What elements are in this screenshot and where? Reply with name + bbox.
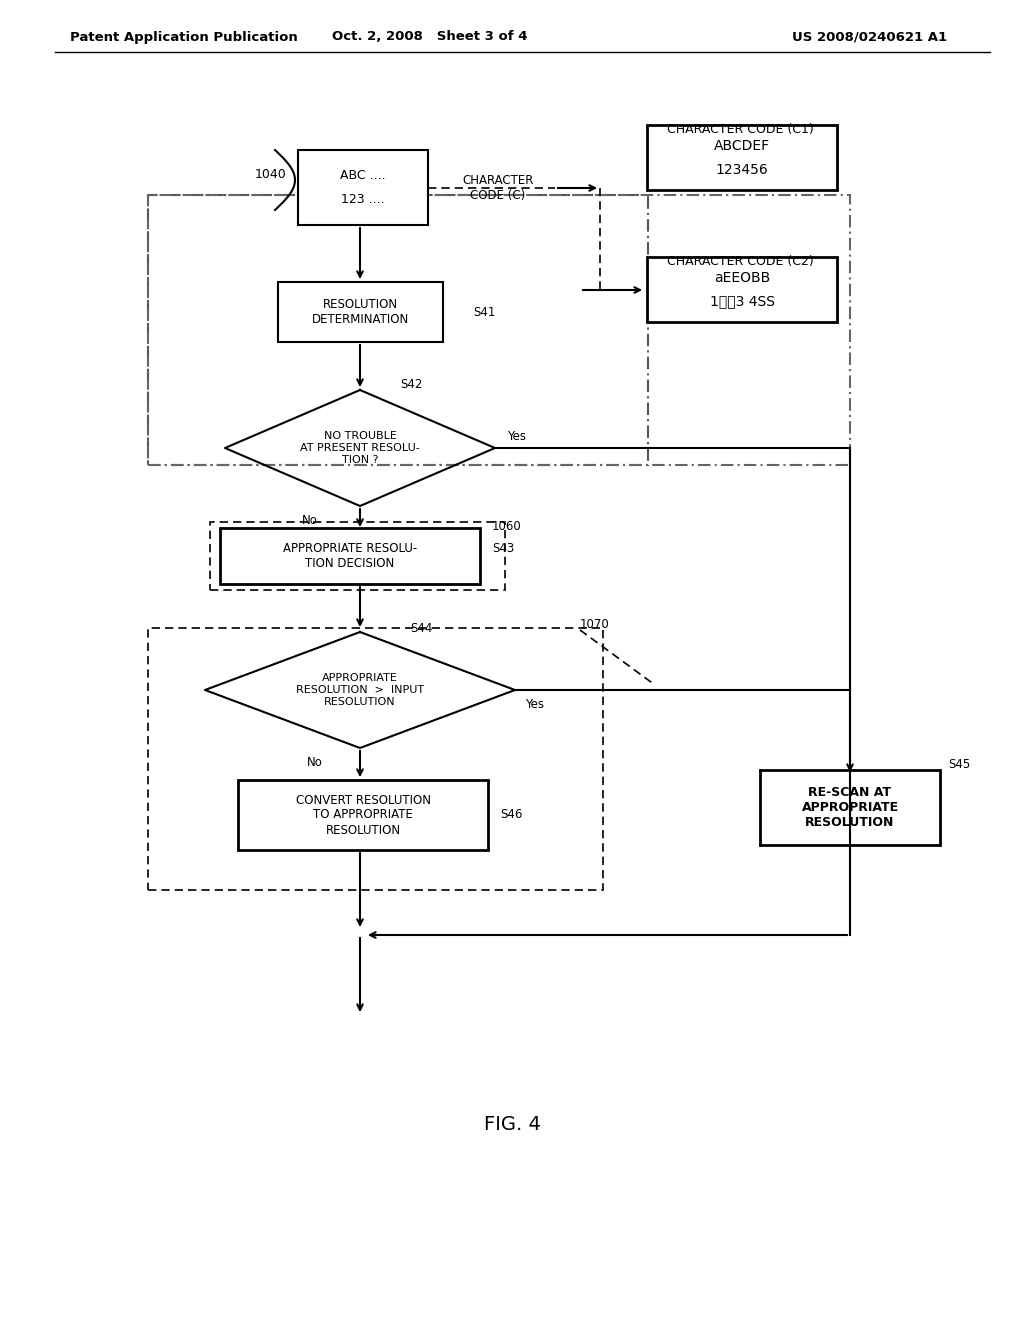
Text: US 2008/0240621 A1: US 2008/0240621 A1 [793, 30, 947, 44]
Bar [148, 628, 603, 890]
Bar [278, 282, 443, 342]
Text: 1巳ぃ3 4SS: 1巳ぃ3 4SS [710, 294, 774, 309]
Text: ABC ....: ABC .... [340, 169, 386, 182]
Text: 123456: 123456 [716, 162, 768, 177]
Text: FIG. 4: FIG. 4 [483, 1115, 541, 1134]
Text: No: No [302, 515, 317, 528]
Text: S44: S44 [410, 622, 432, 635]
Text: 1060: 1060 [492, 520, 522, 532]
Bar [148, 195, 648, 465]
Text: RE-SCAN AT
APPROPRIATE
RESOLUTION: RE-SCAN AT APPROPRIATE RESOLUTION [802, 785, 899, 829]
Bar [298, 150, 428, 224]
Text: 1040: 1040 [255, 169, 287, 181]
Text: NO TROUBLE
AT PRESENT RESOLU-
TION ?: NO TROUBLE AT PRESENT RESOLU- TION ? [300, 432, 420, 465]
Text: CHARACTER
CODE (C): CHARACTER CODE (C) [462, 174, 534, 202]
Bar [210, 521, 505, 590]
Bar [647, 125, 837, 190]
Text: 1070: 1070 [580, 619, 609, 631]
Text: No: No [307, 756, 323, 770]
Text: APPROPRIATE RESOLU-
TION DECISION: APPROPRIATE RESOLU- TION DECISION [283, 543, 417, 570]
Bar [220, 528, 480, 583]
Text: S43: S43 [492, 541, 514, 554]
Text: ABCDEF: ABCDEF [714, 139, 770, 153]
Text: Oct. 2, 2008   Sheet 3 of 4: Oct. 2, 2008 Sheet 3 of 4 [332, 30, 527, 44]
Bar [647, 257, 837, 322]
Bar [760, 770, 940, 845]
Text: 123 ....: 123 .... [341, 193, 385, 206]
Text: CHARACTER CODE (C1): CHARACTER CODE (C1) [667, 124, 813, 136]
Text: Yes: Yes [507, 429, 526, 442]
Text: aEEOBB: aEEOBB [714, 271, 770, 285]
Text: Patent Application Publication: Patent Application Publication [70, 30, 298, 44]
Text: RESOLUTION
DETERMINATION: RESOLUTION DETERMINATION [312, 298, 410, 326]
Text: CONVERT RESOLUTION
TO APPROPRIATE
RESOLUTION: CONVERT RESOLUTION TO APPROPRIATE RESOLU… [296, 793, 430, 837]
Text: S42: S42 [400, 379, 422, 392]
Text: S45: S45 [948, 759, 971, 771]
Bar [238, 780, 488, 850]
Text: S46: S46 [500, 808, 522, 821]
Text: Yes: Yes [525, 698, 544, 711]
Text: APPROPRIATE
RESOLUTION  >  INPUT
RESOLUTION: APPROPRIATE RESOLUTION > INPUT RESOLUTIO… [296, 673, 424, 706]
Bar [148, 195, 850, 465]
Text: S41: S41 [473, 305, 496, 318]
Text: CHARACTER CODE (C2): CHARACTER CODE (C2) [667, 256, 813, 268]
